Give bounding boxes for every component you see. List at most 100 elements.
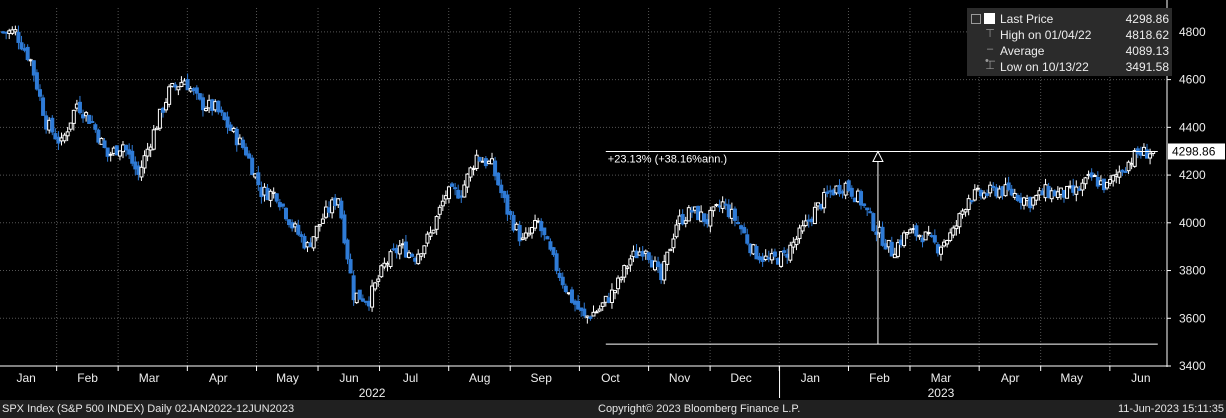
- candle-body: [1034, 194, 1039, 201]
- candle-body: [456, 189, 461, 199]
- candle-body: [406, 252, 411, 258]
- legend-row-last-price: Last Price 4298.86: [967, 11, 1172, 27]
- candle-body: [591, 311, 596, 317]
- candle-body: [566, 292, 571, 295]
- candle-body: [96, 129, 101, 143]
- legend-low-label: Low on 10/13/22: [1000, 60, 1089, 74]
- candle-body: [822, 191, 827, 209]
- candle-body: [702, 213, 707, 222]
- candle-body: [348, 259, 353, 274]
- candle-body: [619, 277, 624, 281]
- candle-body: [25, 46, 30, 61]
- candle-body: [938, 246, 943, 255]
- y-tick-label: 4000: [1179, 216, 1206, 230]
- candle-body: [10, 29, 15, 34]
- candle-body: [557, 272, 562, 279]
- high-marker-icon: ⊤: [985, 28, 995, 40]
- y-tick-label: 4800: [1179, 25, 1206, 39]
- candle-body: [917, 234, 922, 238]
- candle-body: [357, 289, 362, 300]
- candle-body: [16, 31, 21, 43]
- candle-body: [1114, 174, 1119, 177]
- candle-body: [978, 189, 983, 197]
- candle-body: [477, 156, 482, 162]
- candle-body: [637, 251, 642, 256]
- candle-body: [339, 200, 344, 219]
- candle-body: [139, 166, 144, 178]
- candle-body: [142, 155, 147, 169]
- candle-body: [483, 158, 488, 167]
- last-price-tag-bg: [1168, 143, 1225, 160]
- candle-body: [68, 122, 73, 130]
- candle-body: [892, 253, 897, 259]
- candle-body: [646, 252, 651, 260]
- candle-body: [1018, 197, 1023, 203]
- candle-body: [299, 234, 304, 237]
- candle-body: [354, 292, 359, 304]
- candle-body: [616, 277, 621, 290]
- candle-body: [1092, 175, 1097, 178]
- candle-body: [327, 207, 332, 213]
- candle-body: [1098, 180, 1103, 185]
- candle-body: [65, 131, 70, 137]
- candle-body: [705, 219, 710, 225]
- candle-body: [453, 187, 458, 190]
- candle-body: [815, 202, 820, 207]
- candle-body: [370, 285, 375, 308]
- candle-body: [966, 198, 971, 211]
- candle-body: [533, 220, 538, 229]
- candle-body: [649, 259, 654, 268]
- candle-body: [526, 232, 531, 236]
- low-marker-icon: ⊥: [985, 60, 995, 72]
- candle-body: [250, 157, 255, 176]
- candle-body: [895, 242, 900, 257]
- candle-body: [508, 211, 513, 216]
- candle-body: [603, 295, 608, 303]
- candle-body: [785, 253, 790, 258]
- candle-body: [963, 209, 968, 213]
- collapse-icon[interactable]: [971, 14, 981, 24]
- legend-row-high: ⊤ High on 01/04/22 4818.62: [967, 27, 1172, 43]
- x-tick-label: Jul: [403, 371, 418, 385]
- candle-body: [99, 137, 104, 145]
- candle-body: [914, 225, 919, 237]
- average-marker-icon: –•–: [985, 43, 995, 67]
- candle-body: [231, 127, 236, 132]
- candle-body: [954, 225, 959, 230]
- candle-body: [293, 223, 298, 228]
- candle-body: [7, 30, 12, 34]
- candle-body: [772, 251, 777, 257]
- footer-security-info: SPX Index (S&P 500 INDEX) Daily 02JAN202…: [2, 403, 295, 415]
- candle-body: [160, 107, 165, 113]
- candle-body: [200, 97, 205, 111]
- candle-body: [757, 256, 762, 261]
- candle-body: [766, 257, 771, 260]
- candle-body: [31, 60, 36, 76]
- candle-body: [44, 115, 49, 130]
- price-chart: 3400 3600 3800 4000 4200 4400 4600 4800 Jan Feb Ma…: [0, 0, 1225, 400]
- candle-body: [262, 186, 267, 196]
- candle-body: [788, 244, 793, 261]
- candle-body: [548, 241, 553, 250]
- candle-body: [975, 187, 980, 190]
- candle-body: [197, 93, 202, 100]
- candle-body: [330, 199, 335, 214]
- candle-body: [732, 208, 737, 221]
- x-tick-label: May: [276, 371, 299, 385]
- candle-body: [4, 31, 9, 34]
- candle-body: [948, 232, 953, 241]
- candle-body: [450, 183, 455, 187]
- candle-body: [431, 229, 436, 234]
- candle-body: [93, 124, 98, 130]
- candle-body: [167, 86, 172, 105]
- candle-body: [594, 311, 599, 314]
- candle-body: [529, 227, 534, 234]
- candle-body: [397, 245, 402, 255]
- candle-body: [834, 185, 839, 194]
- candle-body: [699, 211, 704, 222]
- candle-body: [831, 189, 836, 196]
- candle-body: [920, 237, 925, 243]
- candle-body: [714, 204, 719, 207]
- candle-body: [136, 165, 141, 175]
- candle-body: [53, 133, 58, 140]
